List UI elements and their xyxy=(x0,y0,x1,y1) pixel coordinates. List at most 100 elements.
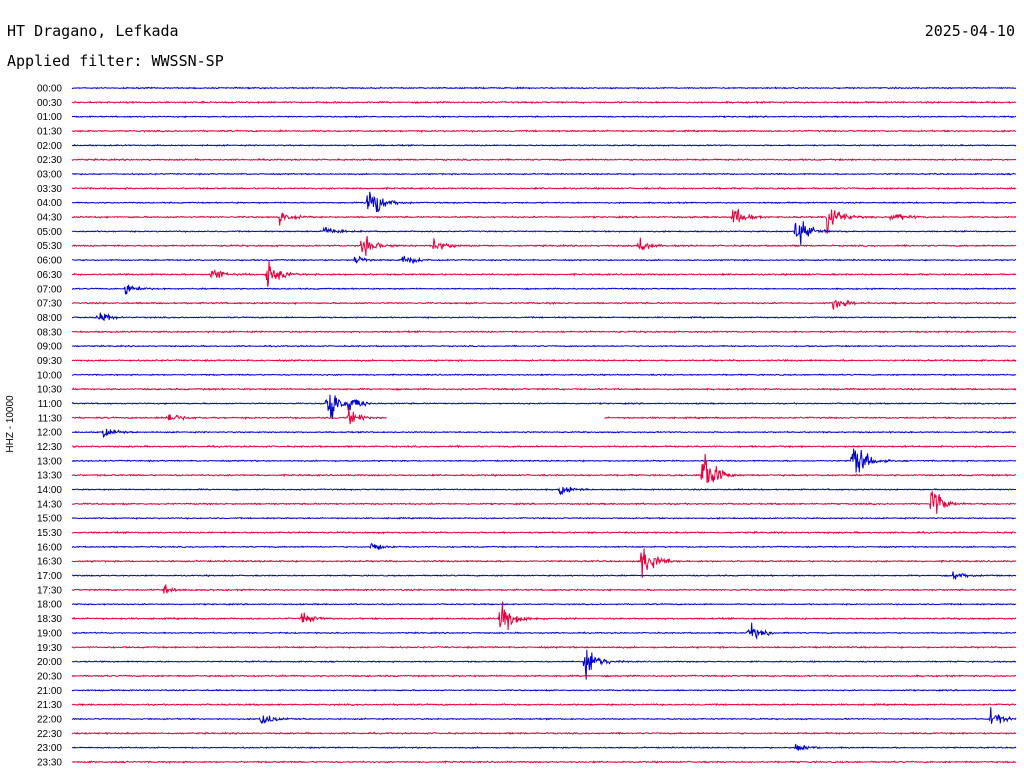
trace-2330 xyxy=(72,760,1017,765)
trace-1100 xyxy=(71,394,1017,420)
time-tick-label: 00:30 xyxy=(37,98,62,109)
trace-0230 xyxy=(71,157,1017,162)
channel-label: HHZ - 10000 xyxy=(5,395,16,453)
time-tick-label: 21:00 xyxy=(37,686,62,697)
time-tick-label: 11:00 xyxy=(38,399,63,410)
time-tick-label: 10:00 xyxy=(37,370,62,381)
time-tick-label: 08:30 xyxy=(37,327,62,338)
trace-1630 xyxy=(71,548,1017,578)
seismogram-traces xyxy=(71,86,1017,765)
time-tick-label: 13:00 xyxy=(37,456,62,467)
trace-0930 xyxy=(71,358,1017,363)
trace-1130-part2 xyxy=(604,416,1017,420)
time-tick-label: 22:00 xyxy=(37,714,62,725)
time-tick-label: 18:00 xyxy=(37,600,62,611)
time-tick-label: 09:30 xyxy=(37,356,62,367)
trace-0500 xyxy=(71,221,1017,245)
time-tick-label: 20:00 xyxy=(37,657,62,668)
time-tick-label: 13:30 xyxy=(37,471,62,482)
time-tick-label: 22:30 xyxy=(37,729,62,740)
trace-1130-part1 xyxy=(71,407,387,425)
time-tick-label: 17:00 xyxy=(37,571,62,582)
trace-0700 xyxy=(71,284,1017,295)
time-tick-label: 20:30 xyxy=(37,671,62,682)
time-tick-label: 08:00 xyxy=(37,313,62,324)
time-tick-labels: 00:00 00:30 01:00 01:30 02:00 02:30 03:00 03:30… xyxy=(37,84,62,769)
trace-0000 xyxy=(71,86,1017,90)
time-tick-label: 19:30 xyxy=(37,643,62,654)
time-tick-label: 16:00 xyxy=(37,542,62,553)
time-tick-label: 01:30 xyxy=(37,127,62,138)
trace-0330 xyxy=(71,186,1017,191)
time-tick-label: 09:00 xyxy=(37,342,62,353)
time-tick-label: 00:00 xyxy=(37,84,62,95)
time-tick-label: 15:00 xyxy=(37,514,62,525)
trace-2200 xyxy=(71,707,1017,725)
time-tick-label: 16:30 xyxy=(37,557,62,568)
time-tick-label: 07:00 xyxy=(37,284,62,295)
trace-0300 xyxy=(71,172,1017,176)
trace-2300 xyxy=(71,743,1017,751)
time-tick-label: 04:30 xyxy=(37,213,62,224)
trace-0400 xyxy=(71,191,1017,213)
trace-0530 xyxy=(71,236,1017,257)
time-tick-label: 15:30 xyxy=(37,528,62,539)
trace-1800 xyxy=(71,602,1017,607)
trace-0830 xyxy=(71,329,1017,334)
time-tick-label: 05:30 xyxy=(37,241,62,252)
time-tick-label: 05:00 xyxy=(37,227,62,238)
trace-1230 xyxy=(71,444,1017,449)
trace-1300 xyxy=(71,448,1017,473)
trace-0600 xyxy=(71,255,1017,264)
time-tick-label: 23:30 xyxy=(37,757,62,768)
trace-0030 xyxy=(71,100,1017,105)
trace-0430 xyxy=(71,208,1017,235)
trace-0730 xyxy=(71,299,1016,310)
trace-1930 xyxy=(71,645,1017,650)
time-tick-label: 06:00 xyxy=(37,256,62,267)
trace-1900 xyxy=(71,622,1017,641)
time-tick-label: 03:00 xyxy=(37,170,62,181)
trace-1700 xyxy=(71,571,1017,580)
trace-0900 xyxy=(71,344,1016,348)
time-tick-label: 17:30 xyxy=(37,585,62,596)
trace-1530 xyxy=(71,530,1017,535)
trace-1200 xyxy=(71,428,1017,439)
trace-1430 xyxy=(72,491,1017,514)
trace-1400 xyxy=(71,486,1016,496)
time-tick-label: 04:00 xyxy=(37,198,62,209)
trace-0800 xyxy=(71,312,1017,322)
trace-1030 xyxy=(71,387,1017,392)
time-tick-label: 12:30 xyxy=(37,442,62,453)
time-tick-label: 23:00 xyxy=(37,743,62,754)
trace-1000 xyxy=(71,373,1017,377)
time-tick-label: 07:30 xyxy=(37,299,62,310)
trace-0100 xyxy=(71,115,1017,119)
trace-2100 xyxy=(71,688,1017,692)
time-tick-label: 19:00 xyxy=(37,628,62,639)
trace-2030 xyxy=(71,674,1017,678)
time-tick-label: 01:00 xyxy=(37,112,62,123)
filter-label: Applied filter: WWSSN-SP xyxy=(7,52,224,70)
trace-1330 xyxy=(71,453,1017,484)
trace-2130 xyxy=(71,702,1017,707)
time-tick-label: 02:30 xyxy=(37,155,62,166)
time-tick-label: 10:30 xyxy=(37,385,62,396)
time-tick-label: 12:00 xyxy=(37,428,62,439)
trace-1600 xyxy=(71,542,1017,551)
trace-1500 xyxy=(71,516,1017,520)
trace-1730 xyxy=(71,584,1017,595)
trace-1830 xyxy=(71,601,1017,631)
time-tick-label: 03:30 xyxy=(37,184,62,195)
time-tick-label: 21:30 xyxy=(37,700,62,711)
date-label: 2025-04-10 xyxy=(925,22,1015,40)
time-tick-label: 06:30 xyxy=(37,270,62,281)
trace-2000 xyxy=(71,649,1017,680)
time-tick-label: 02:00 xyxy=(37,141,62,152)
time-tick-label: 14:30 xyxy=(37,499,62,510)
trace-0130 xyxy=(71,129,1017,134)
trace-0630 xyxy=(71,260,1017,287)
trace-0200 xyxy=(71,143,1017,148)
station-title: HT Dragano, Lefkada xyxy=(7,22,179,40)
